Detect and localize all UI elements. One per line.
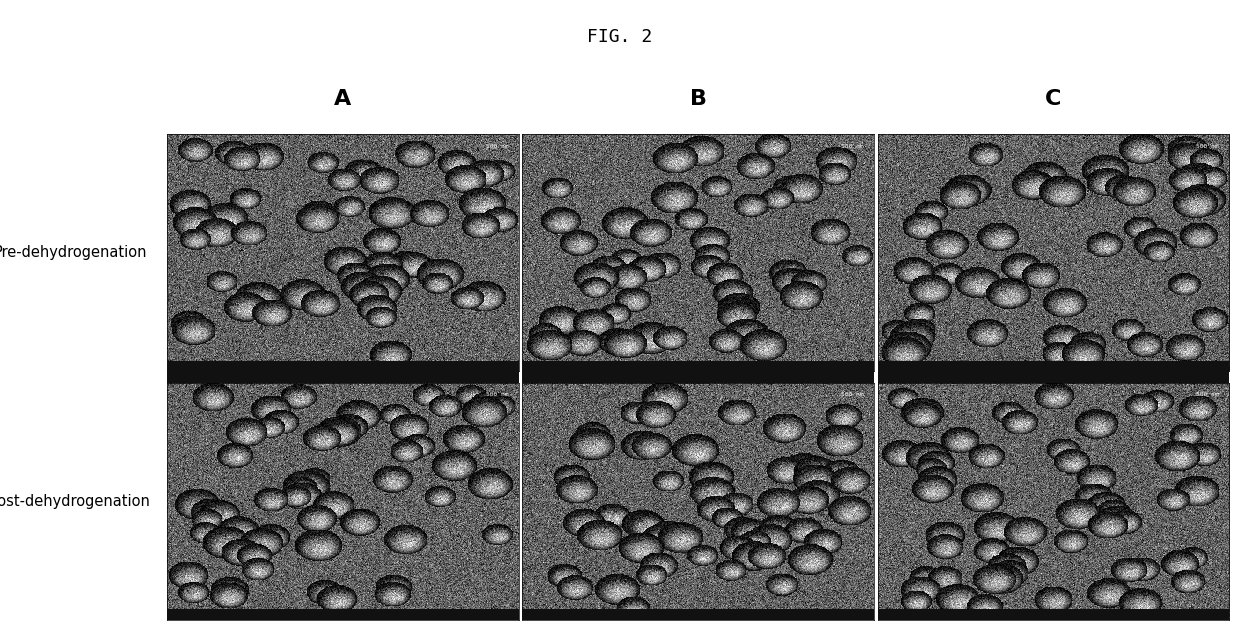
Text: A: A xyxy=(335,89,352,109)
Text: 500 nm: 500 nm xyxy=(1196,144,1218,149)
Text: C: C xyxy=(1046,89,1062,109)
Text: 500 nm: 500 nm xyxy=(486,144,508,149)
Text: FIG. 2: FIG. 2 xyxy=(587,28,652,46)
Text: B: B xyxy=(690,89,706,109)
Text: 500 nm: 500 nm xyxy=(1196,392,1218,397)
Text: Pre-dehydrogenation: Pre-dehydrogenation xyxy=(0,245,147,260)
Text: 500 nm: 500 nm xyxy=(841,392,864,397)
Text: 500 nm: 500 nm xyxy=(841,144,864,149)
Text: Post-dehydrogenation: Post-dehydrogenation xyxy=(0,494,151,509)
Text: 500 nm: 500 nm xyxy=(486,392,508,397)
